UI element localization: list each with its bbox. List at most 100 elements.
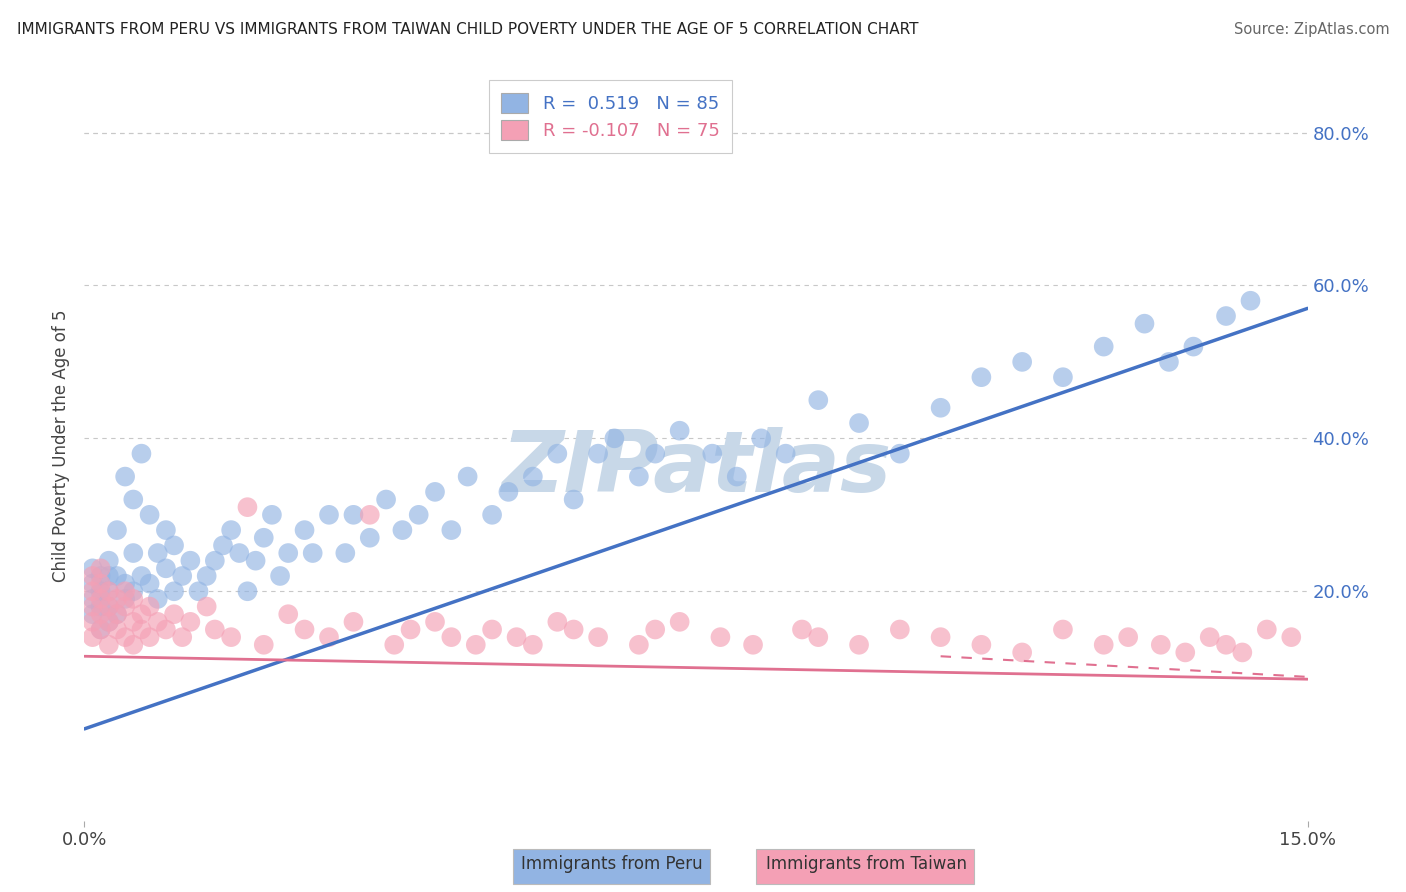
Point — [294, 523, 316, 537]
FancyBboxPatch shape — [756, 849, 974, 884]
Point — [603, 431, 626, 445]
Point — [97, 584, 120, 599]
Point — [138, 630, 160, 644]
Point — [269, 569, 291, 583]
Point — [82, 561, 104, 575]
Point — [90, 591, 112, 606]
Point — [146, 615, 169, 629]
Point — [277, 607, 299, 622]
Point — [219, 523, 242, 537]
Point — [668, 424, 690, 438]
Point — [236, 584, 259, 599]
Point — [90, 576, 112, 591]
Point — [105, 523, 128, 537]
Point — [1116, 630, 1139, 644]
Point — [90, 623, 112, 637]
Point — [105, 591, 128, 606]
Point — [155, 523, 177, 537]
Point — [97, 554, 120, 568]
Point — [97, 615, 120, 629]
Point — [245, 554, 267, 568]
Point — [546, 615, 568, 629]
Point — [807, 393, 830, 408]
Text: IMMIGRANTS FROM PERU VS IMMIGRANTS FROM TAIWAN CHILD POVERTY UNDER THE AGE OF 5 : IMMIGRANTS FROM PERU VS IMMIGRANTS FROM … — [17, 22, 918, 37]
Point — [260, 508, 283, 522]
Point — [90, 584, 112, 599]
Point — [105, 569, 128, 583]
Point — [1215, 638, 1237, 652]
Point — [122, 584, 145, 599]
Point — [131, 623, 153, 637]
Point — [1011, 355, 1033, 369]
Point — [807, 630, 830, 644]
Point — [1150, 638, 1173, 652]
Point — [90, 561, 112, 575]
Point — [90, 569, 112, 583]
Point — [848, 638, 870, 652]
Point — [138, 576, 160, 591]
Point — [1092, 638, 1115, 652]
Point — [114, 630, 136, 644]
Point — [382, 638, 405, 652]
Point — [131, 447, 153, 461]
Point — [163, 538, 186, 552]
Point — [1215, 309, 1237, 323]
Point — [90, 599, 112, 614]
Point — [627, 638, 650, 652]
Point — [82, 591, 104, 606]
Point — [742, 638, 765, 652]
Point — [212, 538, 235, 552]
Point — [122, 615, 145, 629]
Point — [105, 623, 128, 637]
Point — [114, 469, 136, 483]
Point — [423, 615, 446, 629]
Point — [464, 638, 486, 652]
Point — [749, 431, 772, 445]
Point — [481, 508, 503, 522]
Point — [122, 591, 145, 606]
Point — [179, 554, 201, 568]
Y-axis label: Child Poverty Under the Age of 5: Child Poverty Under the Age of 5 — [52, 310, 70, 582]
Point — [146, 546, 169, 560]
Point — [114, 591, 136, 606]
Point — [1052, 623, 1074, 637]
Point — [359, 508, 381, 522]
Point — [1279, 630, 1302, 644]
Point — [408, 508, 430, 522]
Point — [204, 554, 226, 568]
Point — [82, 607, 104, 622]
Point — [82, 599, 104, 614]
Point — [187, 584, 209, 599]
Point — [195, 569, 218, 583]
Point — [172, 630, 194, 644]
Point — [1198, 630, 1220, 644]
Point — [195, 599, 218, 614]
Point — [138, 599, 160, 614]
Point — [342, 615, 364, 629]
Point — [97, 584, 120, 599]
Point — [131, 569, 153, 583]
Point — [97, 599, 120, 614]
Point — [505, 630, 527, 644]
Point — [1239, 293, 1261, 308]
Point — [644, 623, 666, 637]
Point — [586, 447, 609, 461]
Point — [228, 546, 250, 560]
Point — [702, 447, 724, 461]
Point — [522, 469, 544, 483]
Point — [138, 508, 160, 522]
Point — [163, 584, 186, 599]
Text: ZIPatlas: ZIPatlas — [501, 427, 891, 510]
Point — [481, 623, 503, 637]
Point — [277, 546, 299, 560]
Point — [105, 607, 128, 622]
Point — [1232, 645, 1254, 659]
Point — [163, 607, 186, 622]
Point — [889, 447, 911, 461]
Point — [114, 576, 136, 591]
Point — [457, 469, 479, 483]
Point — [318, 508, 340, 522]
Point — [253, 531, 276, 545]
Point — [498, 484, 520, 499]
Point — [90, 607, 112, 622]
